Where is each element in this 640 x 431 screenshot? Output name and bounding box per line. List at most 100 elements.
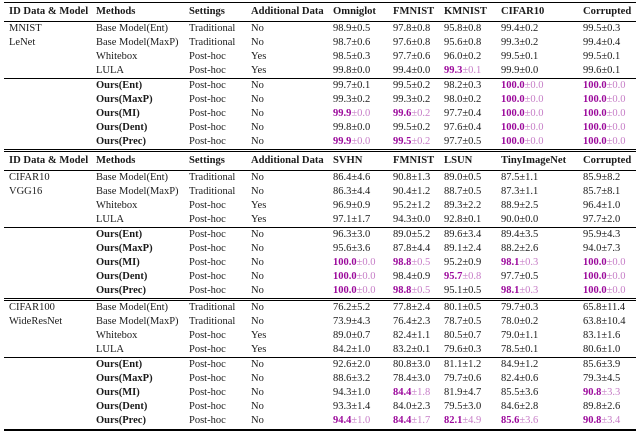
- additional-data-cell: No: [251, 257, 264, 268]
- method-cell: Ours(Prec): [96, 285, 146, 296]
- value-cell: 89.0±0.7: [333, 330, 371, 341]
- method-cell: Whitebox: [96, 330, 138, 341]
- best-value: 85.6: [501, 415, 520, 426]
- setting-cell: Post-hoc: [189, 200, 226, 211]
- best-value-std: ±0.0: [606, 122, 626, 133]
- setting-cell: Post-hoc: [189, 415, 226, 426]
- method-cell: Ours(Prec): [96, 415, 146, 426]
- value-cell: 99.4±0.2: [501, 23, 539, 34]
- best-value: 100.0: [583, 122, 607, 133]
- header-row: ID Data & Model Methods Settings Additional…: [4, 2, 636, 22]
- best-value: 100.0: [583, 285, 607, 296]
- additional-data-cell: No: [251, 401, 264, 412]
- value-cell: 87.3±1.1: [501, 186, 539, 197]
- table-row: Ours(Dent) Post-hoc No 93.3±1.4 84.0±2.3 79.5…: [4, 400, 636, 414]
- id-data-model-cell: [4, 284, 96, 298]
- value-cell: 99.9±0.0: [333, 107, 393, 121]
- value-cell: 98.2±0.3: [444, 78, 501, 93]
- value-cell: 90.4±1.2: [393, 186, 431, 197]
- table-row: MNIST Base Model(Ent) Traditional No 98.9±0.…: [4, 22, 636, 37]
- column-header: Omniglot: [333, 2, 393, 22]
- value-cell: 100.0±0.0: [583, 256, 636, 270]
- best-value: 90.8: [583, 415, 602, 426]
- best-value: 100.0: [333, 257, 357, 268]
- id-data-model-cell: [4, 357, 96, 372]
- method-cell: Base Model(MaxP): [96, 316, 179, 327]
- method-cell: Ours(MI): [96, 257, 140, 268]
- id-data-model-cell: [4, 372, 96, 386]
- method-cell: Base Model(Ent): [96, 172, 169, 183]
- best-value: 98.1: [501, 285, 520, 296]
- id-data-model-cell: [4, 213, 96, 228]
- column-header: KMNIST: [444, 2, 501, 22]
- column-header: TinyImageNet: [501, 152, 583, 171]
- value-cell: 89.3±2.2: [444, 200, 482, 211]
- value-cell: 84.0±2.3: [393, 401, 431, 412]
- additional-data-cell: No: [251, 23, 264, 34]
- value-cell: 80.1±0.5: [444, 302, 482, 313]
- additional-data-cell: Yes: [251, 51, 267, 62]
- value-cell: 95.8±0.8: [444, 23, 482, 34]
- table-row: Ours(MaxP) Post-hoc No 95.6±3.6 87.8±4.4 89.1…: [4, 242, 636, 256]
- best-value-std: ±1.7: [411, 415, 431, 426]
- value-cell: 100.0±0.0: [583, 270, 636, 284]
- table-row: Ours(Ent) Post-hoc No 92.6±2.0 80.8±3.0 81.1±…: [4, 357, 636, 372]
- setting-cell: Post-hoc: [189, 344, 226, 355]
- value-cell: 99.5±0.1: [583, 51, 621, 62]
- value-cell: 78.5±0.1: [501, 344, 539, 355]
- value-cell: 79.7±0.6: [444, 373, 482, 384]
- value-cell: 89.6±3.4: [444, 227, 501, 242]
- value-cell: 100.0±0.0: [501, 107, 583, 121]
- value-cell: 80.8±3.0: [393, 357, 444, 372]
- value-cell: 87.8±4.4: [393, 243, 431, 254]
- best-value-std: ±0.0: [524, 108, 544, 119]
- best-value-std: ±0.0: [524, 122, 544, 133]
- additional-data-cell: No: [251, 78, 333, 93]
- setting-cell: Post-hoc: [189, 271, 226, 282]
- additional-data-cell: No: [251, 357, 333, 372]
- best-value: 100.0: [583, 94, 607, 105]
- value-cell: 99.3±0.2: [501, 37, 539, 48]
- value-cell: 99.7±0.1: [333, 78, 393, 93]
- value-cell: 84.9±1.2: [501, 357, 583, 372]
- value-cell: 86.4±4.6: [333, 172, 371, 183]
- id-data-model-cell: [4, 64, 96, 79]
- value-cell: 88.9±2.5: [501, 200, 539, 211]
- method-cell: LULA: [96, 214, 124, 225]
- value-cell: 100.0±0.0: [333, 284, 393, 298]
- value-cell: 99.8±0.0: [333, 65, 371, 76]
- setting-cell: Traditional: [189, 23, 236, 34]
- value-cell: 99.6±0.2: [393, 107, 444, 121]
- additional-data-cell: No: [251, 316, 264, 327]
- value-cell: 94.4±1.0: [333, 414, 393, 428]
- setting-cell: Post-hoc: [189, 122, 226, 133]
- value-cell: 99.8±0.0: [333, 122, 371, 133]
- value-cell: 100.0±0.0: [333, 256, 393, 270]
- best-value: 100.0: [333, 271, 357, 282]
- value-cell: 96.0±0.2: [444, 51, 482, 62]
- method-cell: Ours(MI): [96, 387, 140, 398]
- column-header: ID Data & Model: [4, 2, 96, 22]
- value-cell: 89.4±3.5: [501, 227, 583, 242]
- value-cell: 97.7±0.6: [393, 51, 431, 62]
- additional-data-cell: No: [251, 387, 264, 398]
- additional-data-cell: Yes: [251, 214, 267, 225]
- method-cell: Base Model(MaxP): [96, 37, 179, 48]
- id-data-model-cell: MNIST: [9, 23, 42, 34]
- id-data-model-cell: [4, 227, 96, 242]
- id-data-model-cell: CIFAR100: [9, 302, 55, 313]
- best-value-std: ±0.3: [519, 257, 539, 268]
- setting-cell: Post-hoc: [189, 136, 226, 147]
- column-header: ID Data & Model: [4, 152, 96, 171]
- column-header: Additional Data: [251, 152, 333, 171]
- setting-cell: Post-hoc: [189, 65, 226, 76]
- setting-cell: Post-hoc: [189, 357, 251, 372]
- column-header: CIFAR10: [501, 2, 583, 22]
- best-value-std: ±0.0: [356, 285, 376, 296]
- value-cell: 99.9±0.0: [501, 65, 539, 76]
- additional-data-cell: No: [251, 94, 264, 105]
- method-cell: Whitebox: [96, 200, 138, 211]
- value-cell: 78.4±3.0: [393, 373, 431, 384]
- table-row: Ours(MI) Post-hoc No 94.3±1.0 84.4±1.8 81.9±4…: [4, 386, 636, 400]
- value-cell: 95.2±1.2: [393, 200, 431, 211]
